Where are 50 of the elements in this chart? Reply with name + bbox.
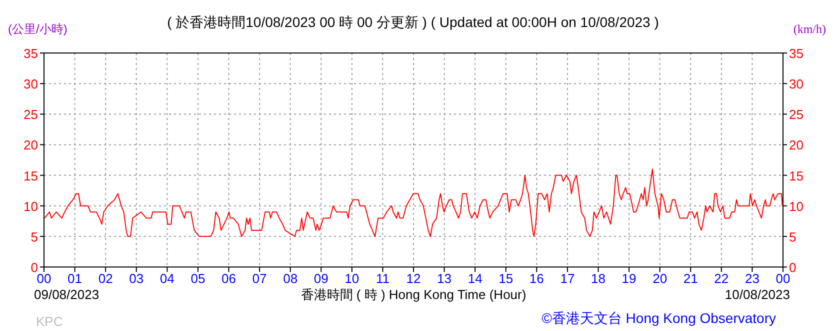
y-tick-label: 5 [30, 229, 38, 244]
x-tick-label: 03 [129, 271, 144, 286]
x-tick-label: 23 [744, 271, 760, 286]
x-tick-label: 12 [406, 271, 421, 286]
chart-title: ( 於香港時間10/08/2023 00 時 00 分更新 ) ( Updated at 00:00H on 10/08/2023 ) [167, 14, 659, 30]
x-tick-label: 20 [652, 271, 668, 286]
x-tick-label: 10 [344, 271, 360, 286]
x-tick-label: 21 [683, 271, 698, 286]
text: 09/08/2023 [34, 287, 100, 302]
x-tick-label: 13 [437, 271, 452, 286]
text: 10/08/2023 [724, 287, 790, 302]
x-tick-label: 18 [591, 271, 606, 286]
x-tick-label: 09 [314, 271, 328, 286]
x-tick-label: 00 [776, 271, 790, 286]
x-tick-label: 15 [498, 271, 514, 286]
y-tick-label: 0 [30, 260, 38, 275]
x-tick-label: 05 [190, 271, 206, 286]
x-tick-label: 14 [468, 271, 482, 286]
x-tick-label: 16 [529, 271, 544, 286]
x-axis-title: 香港時間 ( 時 ) Hong Kong Time (Hour) [300, 287, 526, 302]
y2-tick-label: 10 [789, 198, 804, 214]
y-tick-label: 25 [24, 107, 38, 122]
x-tick-label: 17 [560, 271, 575, 286]
text: KPC [36, 314, 63, 329]
x-tick-label: 19 [622, 271, 636, 286]
y2-tick-label: 35 [789, 46, 804, 61]
y-axis-title: (公里/小時) [8, 22, 68, 36]
y2-tick-label: 5 [789, 229, 796, 244]
y-tick-label: 15 [24, 168, 38, 184]
y2-axis-title: (km/h) [793, 22, 826, 36]
x-tick-label: 01 [68, 271, 82, 286]
y-tick-label: 10 [24, 198, 38, 214]
y2-tick-label: 30 [789, 76, 804, 92]
x-tick-label: 07 [252, 271, 267, 286]
y2-tick-label: 25 [789, 107, 804, 122]
line-series [44, 168, 783, 237]
y-tick-label: 35 [24, 46, 38, 61]
x-tick-label: 00 [36, 271, 52, 286]
x-tick-label: 06 [222, 271, 236, 286]
x-tick-label: 04 [160, 271, 174, 286]
x-tick-label: 11 [376, 271, 390, 286]
y2-tick-label: 20 [789, 138, 804, 153]
x-tick-label: 08 [283, 271, 298, 286]
y2-tick-label: 0 [789, 260, 796, 275]
text: ©香港天文台 Hong Kong Observatory [542, 310, 776, 326]
x-tick-label: 22 [714, 271, 729, 286]
y-tick-label: 30 [24, 76, 38, 92]
x-tick-label: 02 [98, 271, 113, 286]
y2-tick-label: 15 [789, 168, 804, 184]
y-tick-label: 20 [24, 138, 38, 153]
